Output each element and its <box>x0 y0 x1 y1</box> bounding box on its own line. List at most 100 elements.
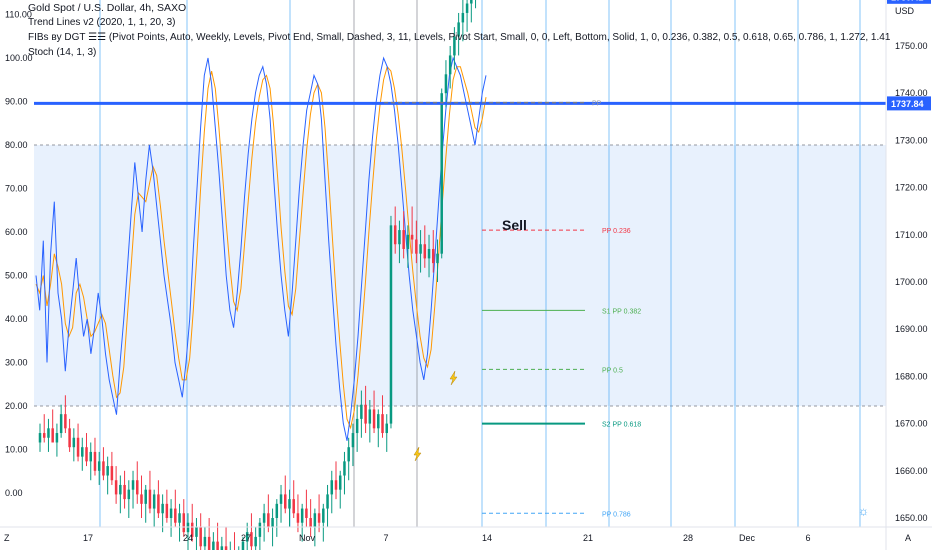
candle-body <box>224 546 228 555</box>
time-tick-label: 17 <box>83 533 93 543</box>
candle-body <box>140 494 143 504</box>
candle-body <box>419 244 422 254</box>
candle-body <box>330 480 334 495</box>
candle-body <box>174 508 177 523</box>
time-tick-label: 28 <box>683 533 693 543</box>
candle-body <box>279 494 283 504</box>
candle-body <box>415 239 418 254</box>
price-tick-label: 1730.00 <box>895 135 928 145</box>
candle-body <box>423 244 427 259</box>
candle-body <box>275 503 279 518</box>
candle-body <box>165 503 169 518</box>
price-tick-label: 1750.00 <box>895 41 928 51</box>
lightning-icon <box>413 446 422 462</box>
candle-body <box>148 489 152 509</box>
candle-body <box>355 418 359 434</box>
price-tick-label: 1670.00 <box>895 419 928 429</box>
candle-body <box>389 225 393 424</box>
candle-body <box>258 522 262 537</box>
candle-body <box>190 522 194 537</box>
candle-body <box>38 433 42 443</box>
time-tick-label: 21 <box>583 533 593 543</box>
price-tick-label: 1700.00 <box>895 277 928 287</box>
candle-body <box>444 74 448 94</box>
candle-body <box>406 234 410 249</box>
candle-body <box>465 3 469 13</box>
time-tick-label: 14 <box>482 533 492 543</box>
candle-body <box>42 433 46 438</box>
candle-body <box>322 508 325 523</box>
stoch-tick-label: 50.00 <box>5 271 28 281</box>
stoch-tick-label: 0.00 <box>5 488 23 498</box>
candle-body <box>55 433 59 443</box>
candle-body <box>203 536 207 547</box>
price-tick-label: 1690.00 <box>895 324 928 334</box>
time-tick-label: Dec <box>739 533 756 543</box>
candle-body <box>461 12 465 23</box>
candle-body <box>59 414 63 434</box>
candle-body <box>110 466 114 481</box>
legend-fibs: FIBs вy DGT ☰☰ (Pivot Points, Auto, Week… <box>28 32 890 43</box>
horizontal-level-tag <box>887 0 931 4</box>
candle-body <box>457 22 460 37</box>
candle-body <box>136 480 139 495</box>
candle-body <box>313 513 317 528</box>
stoch-tick-label: 90.00 <box>5 97 28 107</box>
fib-level-label: PP 0.236 <box>602 228 631 235</box>
candle-body <box>51 428 54 443</box>
candle-body <box>267 513 270 528</box>
axis-corner-left: Z <box>4 533 10 543</box>
candle-body <box>305 508 308 518</box>
candle-body <box>245 532 249 542</box>
candle-body <box>338 475 342 490</box>
stoch-tick-label: 80.00 <box>5 140 28 150</box>
candle-body <box>372 409 376 429</box>
candle-body <box>360 404 363 419</box>
candle-body <box>152 494 156 509</box>
candle-body <box>64 414 67 429</box>
candle-body <box>76 437 80 457</box>
candle-body <box>398 230 401 245</box>
stoch-tick-label: 100.00 <box>5 53 33 63</box>
candle-body <box>144 489 147 504</box>
candle-body <box>127 489 131 500</box>
price-tick-label: 1680.00 <box>895 371 928 381</box>
candle-body <box>347 447 350 462</box>
candle-body <box>89 451 92 462</box>
candle-body <box>254 536 257 547</box>
candle-body <box>72 437 76 448</box>
candle-body <box>364 404 367 424</box>
fib-level-label: S1 PP 0.382 <box>602 308 641 315</box>
candle-body <box>157 494 160 514</box>
fib-level-label: PP <box>592 101 602 108</box>
candle-body <box>182 513 186 533</box>
stoch-tick-label: 40.00 <box>5 314 28 324</box>
candle-body <box>368 409 372 424</box>
candle-body <box>427 248 431 259</box>
horizontal-level-tag <box>887 96 931 111</box>
candle-body <box>85 447 88 462</box>
time-tick-label: 6 <box>805 533 810 543</box>
stoch-band <box>34 145 886 406</box>
price-tick-label: 1720.00 <box>895 183 928 193</box>
candle-body <box>212 541 215 552</box>
currency-label: USD <box>895 6 915 16</box>
candle-body <box>351 433 355 448</box>
candle-body <box>47 428 50 438</box>
candle-body <box>292 499 295 514</box>
gear-icon: ☼ <box>858 504 869 518</box>
candle-body <box>169 508 173 518</box>
candle-body <box>114 480 118 495</box>
candle-body <box>284 494 287 509</box>
candle-body <box>106 466 109 476</box>
candle-body <box>131 480 135 490</box>
price-tick-label: 1650.00 <box>895 513 928 523</box>
candle-body <box>123 484 126 500</box>
candle-body <box>470 0 473 4</box>
candle-body <box>393 225 397 245</box>
stoch-tick-label: 60.00 <box>5 227 28 237</box>
candle-body <box>326 494 329 509</box>
candle-body <box>402 230 405 249</box>
